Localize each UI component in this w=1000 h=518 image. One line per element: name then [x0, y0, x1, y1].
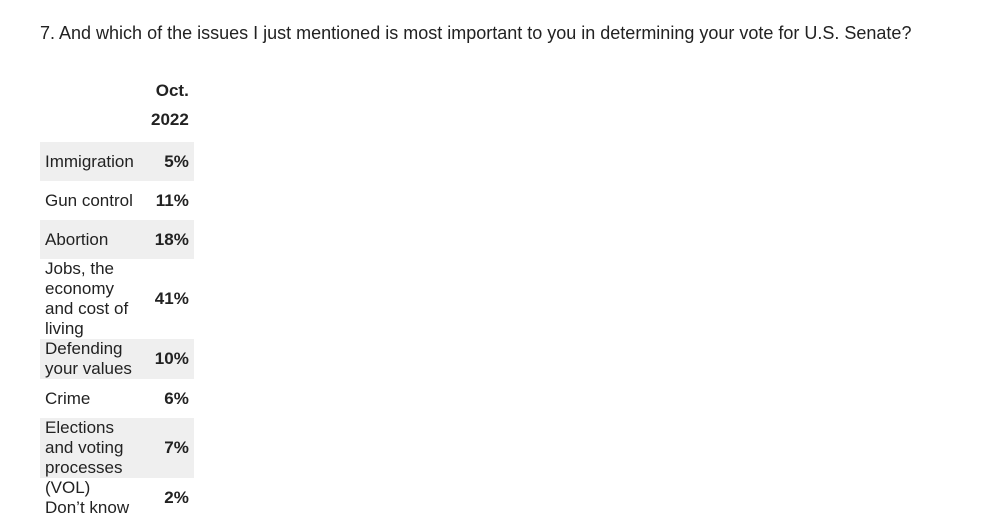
issue-label: Immigration	[40, 142, 139, 181]
issue-percent: 7%	[138, 418, 194, 478]
issue-percent: 41%	[154, 289, 189, 308]
issue-label: Gun control	[45, 190, 133, 210]
table-row: Immigration 5%	[40, 142, 194, 181]
table-row: (VOL) Don’t know 2%	[40, 478, 194, 518]
issue-label: Abortion	[40, 220, 139, 259]
issue-label: (VOL) Don’t know	[45, 478, 130, 517]
table-row: Defending your values 10%	[40, 339, 194, 379]
table-row: Crime 6%	[40, 379, 194, 418]
issue-percent: 11%	[155, 190, 189, 210]
issue-percent: 10%	[138, 339, 194, 379]
issue-percent: 6%	[164, 388, 189, 408]
header-spacer	[40, 72, 139, 142]
table-body: Immigration 5% Gun control 11% Abortion 18% Jo…	[40, 142, 194, 518]
issue-percent: 2%	[164, 488, 189, 507]
issue-label: Crime	[45, 388, 91, 408]
question: 7. And which of the issues I just mentio…	[40, 23, 912, 43]
page: 7. And which of the issues I just mentio…	[40, 23, 912, 517]
table-row: Abortion 18%	[40, 220, 194, 259]
results-table: Oct. 2022 Immigration 5% Gun control 11% Abo…	[40, 72, 194, 518]
issue-label: Defending your values	[40, 339, 139, 379]
table-row: Elections and voting processes 7%	[40, 418, 194, 478]
issue-label: Jobs, the economy and cost of living	[45, 259, 129, 338]
table-row: Gun control 11%	[40, 181, 194, 220]
column-header: Oct. 2022	[150, 81, 189, 129]
table-row: Jobs, the economy and cost of living 41%	[40, 259, 194, 339]
issue-label: Elections and voting processes	[40, 418, 139, 478]
header-row: Oct. 2022	[40, 72, 194, 142]
issue-percent: 18%	[138, 220, 194, 259]
issue-percent: 5%	[138, 142, 194, 181]
